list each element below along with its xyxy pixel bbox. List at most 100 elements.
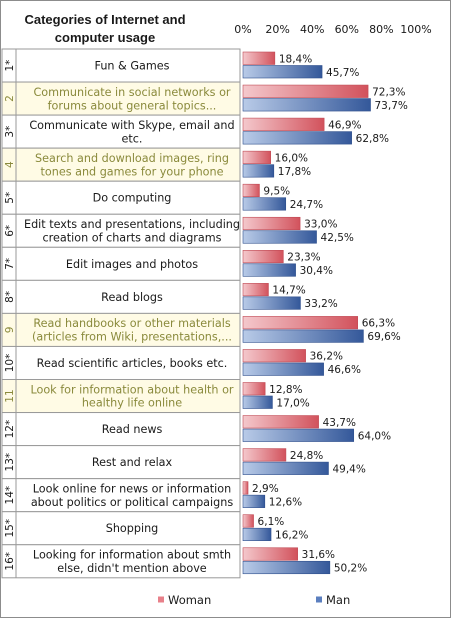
chart-header-line-1: Categories of Internet and: [24, 12, 185, 27]
row-background: [1, 511, 241, 546]
value-label-woman: 18,4%: [279, 53, 312, 65]
bar-woman: [242, 84, 369, 98]
value-label-man: 50,2%: [334, 563, 367, 575]
bar-man: [242, 428, 355, 442]
bar-woman: [242, 316, 358, 330]
value-label-woman: 31,6%: [302, 549, 335, 561]
value-label-man: 42,5%: [321, 232, 354, 244]
category-row: 9 Read handbooks or other materials(artic…: [1, 312, 241, 347]
value-label-woman: 9,5%: [263, 185, 290, 197]
value-label-man: 46,6%: [328, 364, 361, 376]
row-background: [1, 544, 241, 579]
category-label: Communicate in social networks or: [33, 86, 230, 99]
value-label-man: 62,8%: [356, 133, 389, 145]
row-number: 2: [4, 95, 16, 102]
row-background: [1, 379, 241, 414]
category-label: Read handbooks or other materials: [33, 317, 231, 330]
row-background: [1, 114, 241, 149]
category-label: Look online for news or information: [33, 482, 231, 495]
value-label-woman: 2,9%: [252, 483, 279, 495]
category-label: forums about general topics...: [48, 99, 217, 112]
row-number: 1*: [4, 60, 16, 72]
x-tick-label: 0%: [234, 23, 251, 36]
category-row: 14* Look online for news or informationab…: [1, 478, 241, 513]
category-row: 1* Fun & Games: [1, 48, 241, 83]
bar-man: [242, 164, 275, 178]
row-number: 4: [4, 161, 16, 168]
row-number: 7*: [4, 258, 16, 270]
value-label-woman: 23,3%: [287, 252, 320, 264]
category-label: Fun & Games: [95, 60, 170, 73]
legend: Woman Man: [158, 593, 350, 607]
chart-header-line-2: computer usage: [55, 30, 155, 45]
value-label-woman: 46,9%: [328, 119, 361, 131]
category-label: Do computing: [93, 192, 172, 205]
category-row: 7* Edit images and photos: [1, 246, 241, 281]
value-label-man: 17,8%: [278, 166, 311, 178]
category-label: Edit texts and presentations, including: [24, 218, 240, 231]
category-label: creation of charts and diagrams: [43, 231, 222, 244]
legend-swatch-woman: [158, 596, 164, 603]
bar-man: [242, 197, 287, 211]
bar-man: [242, 362, 324, 376]
category-label: tones and games for your phone: [41, 165, 224, 178]
row-number: 8*: [4, 291, 16, 303]
legend-swatch-man: [316, 596, 322, 603]
row-number: 14*: [4, 486, 16, 505]
row-background: [1, 279, 241, 314]
value-label-man: 17,0%: [276, 397, 309, 409]
row-background: [1, 345, 241, 381]
row-number: 11: [4, 389, 16, 402]
category-label: Read scientific articles, books etc.: [37, 357, 228, 370]
value-label-woman: 24,8%: [290, 450, 323, 462]
category-label: Rest and relax: [92, 456, 173, 469]
legend-label-woman: Woman: [168, 593, 211, 607]
x-axis-ticks: 0% 20% 40% 60% 80% 100%: [234, 23, 431, 36]
bar-man: [242, 494, 266, 508]
category-label: Look for information about health or: [30, 383, 233, 396]
row-number: 15*: [4, 519, 16, 538]
value-label-woman: 16,0%: [275, 152, 308, 164]
value-label-man: 69,6%: [367, 331, 400, 343]
row-number: 6*: [4, 225, 16, 237]
bar-woman: [242, 250, 284, 264]
x-tick-label: 40%: [300, 23, 324, 36]
bar-woman: [242, 150, 271, 164]
value-label-woman: 6,1%: [258, 516, 285, 528]
row-background: [1, 445, 241, 480]
bar-man: [242, 329, 364, 343]
value-label-man: 64,0%: [358, 430, 391, 442]
row-background: [1, 478, 241, 513]
bar-man: [242, 461, 329, 475]
value-label-man: 16,2%: [275, 529, 308, 541]
value-label-man: 73,7%: [375, 100, 408, 112]
category-label: Shopping: [106, 522, 159, 535]
bar-man: [242, 98, 371, 112]
category-row: 8* Read blogs: [1, 279, 241, 314]
bar-woman: [242, 448, 287, 462]
category-row: 13* Rest and relax: [1, 445, 241, 480]
x-tick-label: 80%: [369, 23, 393, 36]
row-number: 5*: [4, 192, 16, 204]
category-row: 5* Do computing: [1, 180, 241, 215]
bar-woman: [242, 547, 298, 561]
bar-woman: [242, 216, 301, 231]
value-label-woman: 43,7%: [323, 417, 356, 429]
value-label-man: 12,6%: [269, 496, 302, 508]
bar-man: [242, 395, 273, 409]
row-number: 3*: [4, 126, 16, 138]
category-row: 16* Looking for information about smthels…: [1, 544, 241, 579]
value-label-woman: 36,2%: [310, 351, 343, 363]
row-background: [1, 312, 241, 347]
category-row: 15* Shopping: [1, 511, 241, 546]
category-label: healthy life online: [82, 397, 182, 410]
bar-man: [242, 230, 317, 244]
value-label-woman: 66,3%: [362, 318, 395, 330]
category-label: Communicate with Skype, email and: [29, 119, 234, 132]
row-background: [1, 147, 241, 182]
bar-woman: [242, 183, 260, 197]
value-label-woman: 72,3%: [372, 86, 405, 98]
bar-man: [242, 65, 323, 79]
